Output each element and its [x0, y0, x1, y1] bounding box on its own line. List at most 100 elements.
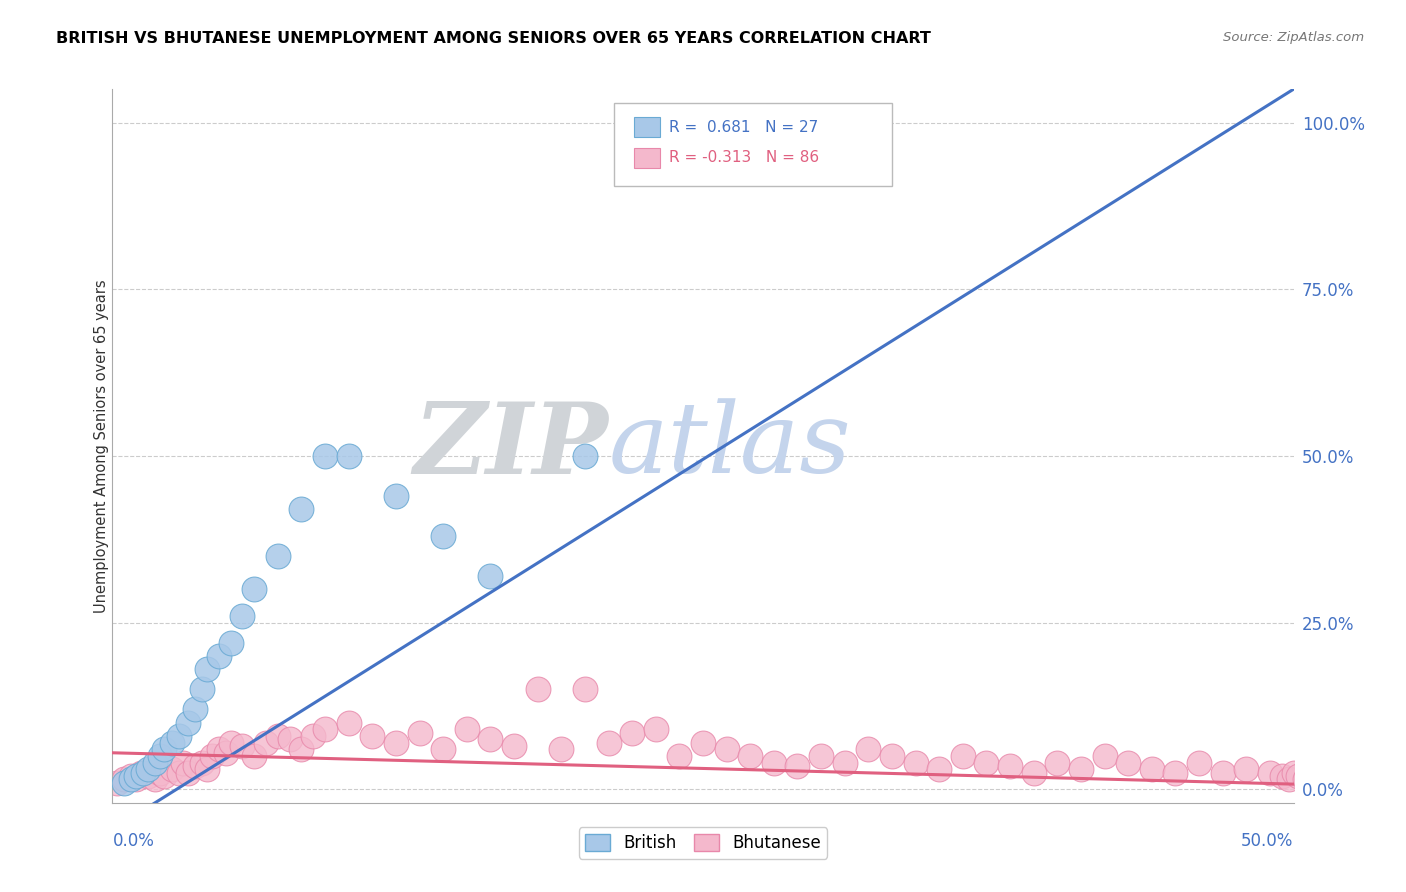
Point: [1164, 765, 1187, 780]
Point: [976, 756, 998, 770]
FancyBboxPatch shape: [634, 148, 661, 168]
Point: [314, 449, 336, 463]
Point: [1140, 763, 1163, 777]
Point: [1278, 772, 1301, 787]
Point: [243, 582, 266, 597]
Point: [361, 729, 384, 743]
Text: atlas: atlas: [609, 399, 851, 493]
Point: [1294, 772, 1316, 787]
Point: [136, 763, 159, 777]
Point: [1188, 756, 1211, 770]
Point: [621, 725, 644, 739]
Point: [1310, 772, 1333, 787]
Point: [191, 756, 214, 770]
Point: [432, 529, 454, 543]
Point: [1358, 776, 1381, 790]
Point: [302, 729, 325, 743]
Point: [149, 765, 172, 780]
Point: [1330, 776, 1353, 790]
Text: Source: ZipAtlas.com: Source: ZipAtlas.com: [1223, 31, 1364, 45]
Point: [201, 749, 224, 764]
Point: [177, 715, 200, 730]
Point: [928, 763, 950, 777]
FancyBboxPatch shape: [614, 103, 891, 186]
Point: [479, 569, 502, 583]
Point: [243, 749, 266, 764]
Point: [125, 769, 148, 783]
Y-axis label: Unemployment Among Seniors over 65 years: Unemployment Among Seniors over 65 years: [94, 279, 108, 613]
Point: [267, 549, 290, 563]
Text: R = -0.313   N = 86: R = -0.313 N = 86: [669, 150, 818, 165]
Point: [1282, 765, 1305, 780]
Point: [385, 736, 408, 750]
Point: [408, 725, 430, 739]
Point: [1365, 777, 1388, 791]
Point: [668, 749, 690, 764]
Text: 50.0%: 50.0%: [1241, 831, 1294, 849]
Point: [112, 776, 135, 790]
Point: [219, 736, 242, 750]
Point: [1094, 749, 1116, 764]
Point: [191, 682, 214, 697]
Point: [1286, 769, 1309, 783]
Point: [167, 729, 190, 743]
Point: [740, 749, 762, 764]
Point: [160, 763, 183, 777]
Point: [231, 609, 253, 624]
Point: [120, 769, 142, 783]
Point: [177, 765, 200, 780]
Point: [692, 136, 714, 150]
Point: [1341, 772, 1364, 787]
Point: [112, 772, 135, 787]
Point: [184, 702, 207, 716]
Point: [278, 732, 301, 747]
Point: [786, 759, 808, 773]
Point: [1334, 769, 1357, 783]
Point: [858, 742, 880, 756]
Point: [432, 742, 454, 756]
Point: [219, 636, 242, 650]
Point: [479, 732, 502, 747]
Point: [290, 742, 312, 756]
Point: [503, 739, 526, 753]
Point: [574, 449, 596, 463]
Point: [314, 723, 336, 737]
Point: [125, 772, 148, 787]
Point: [1046, 756, 1069, 770]
Point: [132, 765, 155, 780]
Point: [644, 723, 666, 737]
Point: [880, 749, 903, 764]
Point: [208, 649, 231, 664]
Point: [184, 759, 207, 773]
Point: [1306, 765, 1329, 780]
Point: [208, 742, 231, 756]
Point: [105, 776, 128, 790]
Point: [1353, 772, 1375, 787]
Point: [143, 772, 166, 787]
Point: [1212, 765, 1234, 780]
Point: [574, 682, 596, 697]
Point: [1301, 769, 1323, 783]
Point: [385, 489, 408, 503]
Point: [1234, 763, 1257, 777]
Text: R =  0.681   N = 27: R = 0.681 N = 27: [669, 120, 818, 135]
Point: [143, 756, 166, 770]
Point: [834, 756, 856, 770]
Point: [337, 715, 360, 730]
Point: [998, 759, 1021, 773]
Point: [267, 729, 290, 743]
Point: [1348, 776, 1371, 790]
FancyBboxPatch shape: [634, 117, 661, 137]
Point: [129, 765, 152, 780]
Point: [167, 765, 190, 780]
Text: 0.0%: 0.0%: [112, 831, 155, 849]
Text: BRITISH VS BHUTANESE UNEMPLOYMENT AMONG SENIORS OVER 65 YEARS CORRELATION CHART: BRITISH VS BHUTANESE UNEMPLOYMENT AMONG …: [56, 31, 931, 46]
Point: [195, 763, 218, 777]
Point: [254, 736, 277, 750]
Point: [598, 736, 620, 750]
Point: [290, 502, 312, 516]
Point: [1258, 765, 1281, 780]
Point: [1317, 769, 1340, 783]
Point: [195, 662, 218, 676]
Point: [762, 756, 785, 770]
